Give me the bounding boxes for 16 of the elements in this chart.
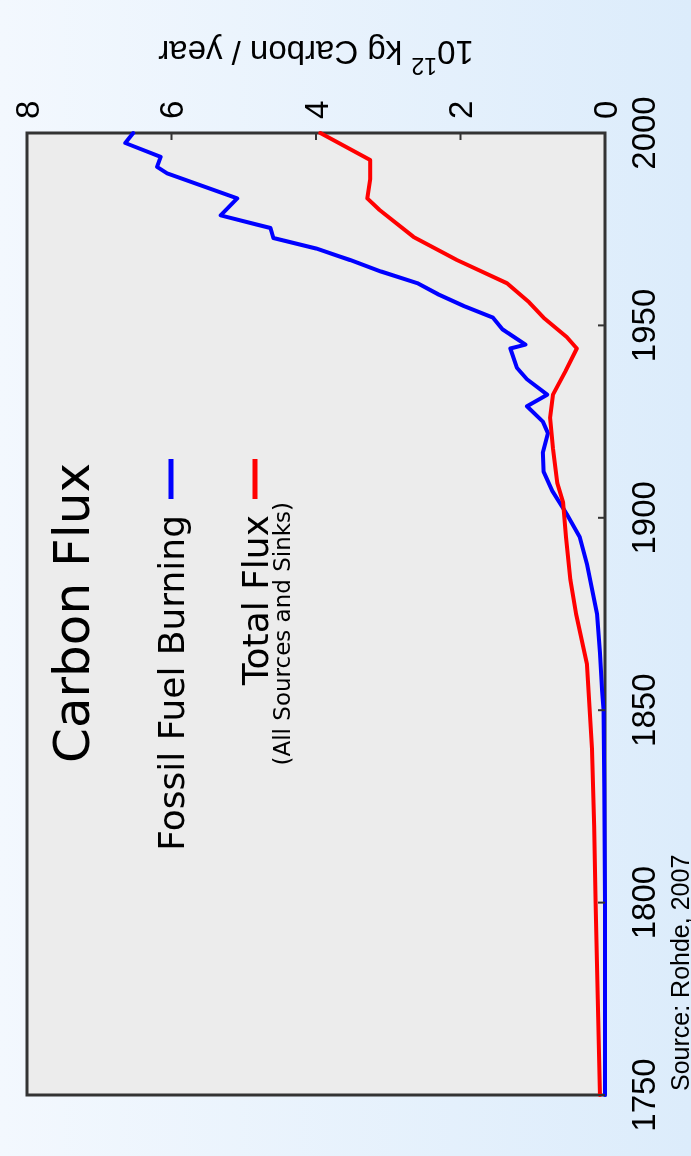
line-series: [318, 131, 602, 1097]
x-tick-label: 6: [153, 100, 190, 119]
y-tick-label: 1800: [625, 865, 662, 940]
y-tick-label: 1950: [625, 288, 662, 363]
y-tick-label: 2000: [625, 96, 662, 170]
legend-label: Fossil Fuel Burning: [151, 515, 192, 851]
y-tick-label: 1850: [625, 673, 662, 747]
x-tick-label: 0: [586, 100, 624, 119]
text: Carbon Flux: [43, 463, 101, 763]
x-tick-label: 2: [442, 100, 479, 119]
line-series: [123, 131, 607, 1097]
y-tick-label: 1900: [625, 481, 662, 555]
annotation: (All Sources and Sinks): [269, 502, 295, 766]
x-tick-label: 8: [8, 100, 46, 119]
x-tick-label: 4: [297, 100, 335, 119]
y-tick-label: 1750: [625, 1058, 662, 1132]
